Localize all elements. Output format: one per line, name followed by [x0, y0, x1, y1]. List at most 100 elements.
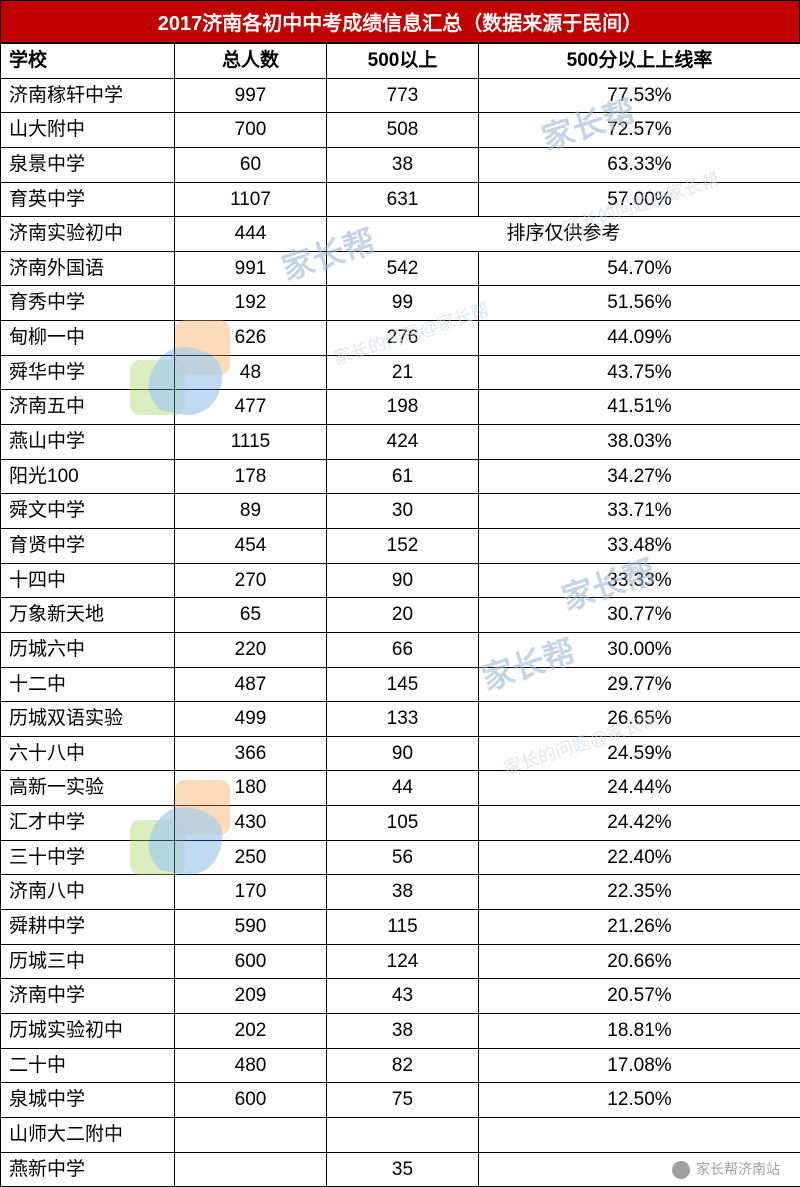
- cell-total: 192: [175, 286, 327, 321]
- cell-over500: 82: [327, 1048, 479, 1083]
- cell-over500: 44: [327, 771, 479, 806]
- cell-rate: 17.08%: [479, 1048, 800, 1083]
- cell-total: 480: [175, 1048, 327, 1083]
- cell-rate: 18.81%: [479, 1013, 800, 1048]
- cell-total: 89: [175, 494, 327, 529]
- table-row: 阳光1001786134.27%: [1, 459, 800, 494]
- cell-total: 444: [175, 217, 327, 252]
- cell-school: 舜华中学: [1, 355, 175, 390]
- cell-rate: 20.57%: [479, 979, 800, 1014]
- cell-school: 历城三中: [1, 944, 175, 979]
- cell-total: 60: [175, 147, 327, 182]
- table-row: 历城三中60012420.66%: [1, 944, 800, 979]
- cell-total: 220: [175, 632, 327, 667]
- cell-rate: 34.27%: [479, 459, 800, 494]
- cell-over500: 145: [327, 667, 479, 702]
- cell-rate: 33.71%: [479, 494, 800, 529]
- cell-total: 600: [175, 944, 327, 979]
- cell-over500: 56: [327, 840, 479, 875]
- cell-over500: 424: [327, 425, 479, 460]
- table-row: 舜华中学482143.75%: [1, 355, 800, 390]
- table-body: 济南稼轩中学99777377.53%山大附中70050872.57%泉景中学60…: [1, 78, 800, 1187]
- cell-over500: 61: [327, 459, 479, 494]
- cell-total: 600: [175, 1083, 327, 1118]
- cell-rate: 41.51%: [479, 390, 800, 425]
- cell-total: 202: [175, 1013, 327, 1048]
- cell-school: 汇才中学: [1, 806, 175, 841]
- cell-total: 499: [175, 702, 327, 737]
- cell-school: 阳光100: [1, 459, 175, 494]
- table-row: 甸柳一中62627644.09%: [1, 321, 800, 356]
- cell-school: 育英中学: [1, 182, 175, 217]
- cell-over500: 21: [327, 355, 479, 390]
- cell-total: 487: [175, 667, 327, 702]
- cell-over500: 124: [327, 944, 479, 979]
- footer-logo-icon: [672, 1161, 690, 1179]
- cell-total: 700: [175, 113, 327, 148]
- table-row: 山大附中70050872.57%: [1, 113, 800, 148]
- footer-watermark: 家长帮济南站: [672, 1159, 780, 1179]
- table-row: 十二中48714529.77%: [1, 667, 800, 702]
- cell-rate: 63.33%: [479, 147, 800, 182]
- cell-rate: 21.26%: [479, 910, 800, 945]
- cell-over500: 105: [327, 806, 479, 841]
- cell-rate: 22.35%: [479, 875, 800, 910]
- cell-school: 育贤中学: [1, 528, 175, 563]
- cell-school: 舜文中学: [1, 494, 175, 529]
- cell-rate: 24.44%: [479, 771, 800, 806]
- cell-rate: 43.75%: [479, 355, 800, 390]
- cell-over500: 38: [327, 1013, 479, 1048]
- cell-school: 济南五中: [1, 390, 175, 425]
- cell-school: 六十八中: [1, 736, 175, 771]
- cell-total: 1115: [175, 425, 327, 460]
- cell-total: 1107: [175, 182, 327, 217]
- table-row: 历城双语实验49913326.65%: [1, 702, 800, 737]
- cell-total: 997: [175, 78, 327, 113]
- cell-rate: 51.56%: [479, 286, 800, 321]
- cell-total: 477: [175, 390, 327, 425]
- table-row: 育英中学110763157.00%: [1, 182, 800, 217]
- cell-rate: 77.53%: [479, 78, 800, 113]
- cell-total: 590: [175, 910, 327, 945]
- cell-total: [175, 1117, 327, 1152]
- table-row: 三十中学2505622.40%: [1, 840, 800, 875]
- cell-total: 209: [175, 979, 327, 1014]
- cell-total: 65: [175, 598, 327, 633]
- table-row: 历城六中2206630.00%: [1, 632, 800, 667]
- table-header-row: 学校 总人数 500以上 500分以上上线率: [1, 44, 800, 79]
- table-row: 泉城中学6007512.50%: [1, 1083, 800, 1118]
- cell-school: 泉城中学: [1, 1083, 175, 1118]
- cell-school: 高新一实验: [1, 771, 175, 806]
- table-row: 济南实验初中444排序仅供参考: [1, 217, 800, 252]
- table-row: 十四中2709033.33%: [1, 563, 800, 598]
- cell-over500: 75: [327, 1083, 479, 1118]
- cell-over500: 508: [327, 113, 479, 148]
- footer-watermark-text: 家长帮济南站: [696, 1161, 780, 1177]
- cell-over500: 43: [327, 979, 479, 1014]
- cell-school: 舜耕中学: [1, 910, 175, 945]
- cell-over500: 198: [327, 390, 479, 425]
- cell-over500: 133: [327, 702, 479, 737]
- cell-over500: 90: [327, 563, 479, 598]
- cell-over500: 152: [327, 528, 479, 563]
- cell-over500: [327, 1117, 479, 1152]
- cell-total: 48: [175, 355, 327, 390]
- cell-school: 济南稼轩中学: [1, 78, 175, 113]
- table-row: 济南外国语99154254.70%: [1, 251, 800, 286]
- cell-over500: 90: [327, 736, 479, 771]
- cell-over500: 35: [327, 1152, 479, 1187]
- cell-rate: 24.42%: [479, 806, 800, 841]
- cell-rate: 57.00%: [479, 182, 800, 217]
- cell-rate: 54.70%: [479, 251, 800, 286]
- cell-total: 178: [175, 459, 327, 494]
- table-row: 育贤中学45415233.48%: [1, 528, 800, 563]
- cell-merged-note: 排序仅供参考: [327, 217, 800, 252]
- cell-school: 二十中: [1, 1048, 175, 1083]
- cell-rate: 26.65%: [479, 702, 800, 737]
- cell-rate: 30.00%: [479, 632, 800, 667]
- header-over500: 500以上: [327, 44, 479, 79]
- cell-over500: 542: [327, 251, 479, 286]
- cell-school: 育秀中学: [1, 286, 175, 321]
- cell-school: 山大附中: [1, 113, 175, 148]
- table-row: 泉景中学603863.33%: [1, 147, 800, 182]
